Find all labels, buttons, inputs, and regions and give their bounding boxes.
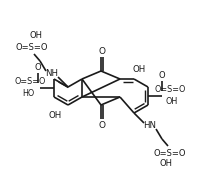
Text: O: O (99, 46, 105, 56)
Text: OH: OH (166, 97, 178, 105)
Text: HN: HN (143, 122, 157, 130)
Text: NH: NH (45, 70, 59, 78)
Text: OH: OH (29, 32, 42, 40)
Text: HO: HO (22, 88, 34, 98)
Text: O: O (35, 64, 41, 73)
Text: OH: OH (132, 64, 146, 74)
Text: O: O (99, 122, 105, 130)
Text: O: O (159, 71, 165, 81)
Text: O=S=O: O=S=O (14, 77, 46, 87)
Text: O=S=O: O=S=O (154, 85, 186, 94)
Text: OH: OH (160, 160, 173, 169)
Text: O=S=O: O=S=O (16, 43, 48, 51)
Text: OH: OH (48, 112, 62, 121)
Text: O=S=O: O=S=O (154, 149, 186, 157)
